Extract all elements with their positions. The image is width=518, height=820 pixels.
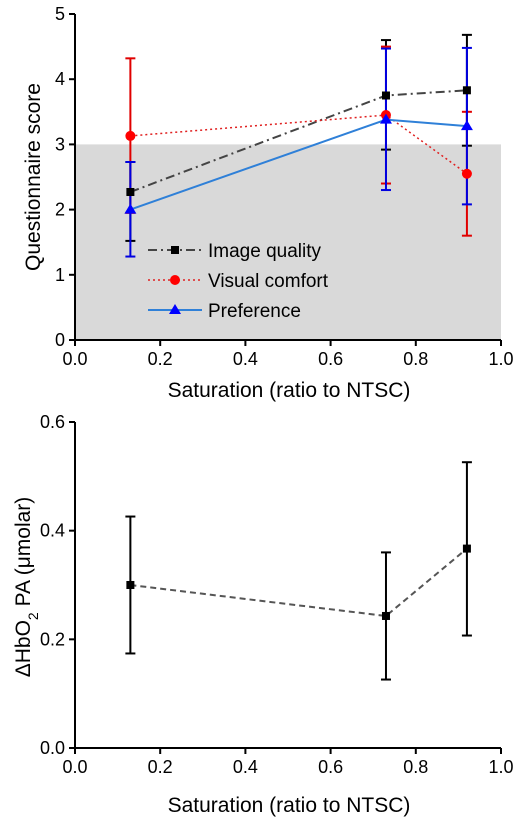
legend-item-image-quality: Image quality xyxy=(148,241,322,262)
data-point-triangle xyxy=(124,203,137,214)
bottom-x-axis-label: Saturation (ratio to NTSC) xyxy=(168,794,411,817)
x-tick-label: 1.0 xyxy=(488,349,513,369)
legend-square-marker xyxy=(171,246,179,254)
bottom-series-group xyxy=(125,461,472,681)
data-point-square xyxy=(462,544,471,553)
y-tick-label: 1 xyxy=(55,265,65,285)
legend-label-image-quality: Image quality xyxy=(208,241,322,262)
y-tick-label: 0.0 xyxy=(40,738,65,758)
bottom-axes xyxy=(74,422,501,749)
legend-circle-marker xyxy=(170,275,180,285)
data-point-triangle xyxy=(460,120,473,131)
x-tick-label: 0.0 xyxy=(62,349,87,369)
y-tick-label: 0.4 xyxy=(40,521,65,541)
x-tick-label: 0.0 xyxy=(62,757,87,777)
y-tick-label: 2 xyxy=(55,200,65,220)
top-series-group xyxy=(124,33,473,258)
y-tick-label: 5 xyxy=(55,4,65,24)
x-tick-label: 0.6 xyxy=(318,349,343,369)
bottom-axis-ticks: 0.0 0.2 0.4 0.6 0.8 1.0 0.0 0.2 0.4 0.6 xyxy=(40,412,514,777)
top-y-axis-label: Questionnaire score xyxy=(22,83,45,271)
legend-label-preference: Preference xyxy=(208,301,301,322)
x-tick-label: 0.2 xyxy=(148,349,173,369)
questionnaire-chart: 0.0 0.2 0.4 0.6 0.8 1.0 0 1 2 3 4 5 Questionnaire s… xyxy=(22,4,514,402)
x-tick-label: 0.6 xyxy=(318,757,343,777)
y-tick-label: 4 xyxy=(55,69,65,89)
legend: Image quality Visual comfort Preference xyxy=(148,241,329,322)
top-axis-ticks: 0.0 0.2 0.4 0.6 0.8 1.0 0 1 2 3 4 5 xyxy=(55,4,514,369)
data-point-circle xyxy=(461,168,472,179)
data-point-square xyxy=(462,86,471,95)
x-tick-label: 0.4 xyxy=(233,349,258,369)
hbo2-chart: 0.0 0.2 0.4 0.6 0.8 1.0 0.0 0.2 0.4 0.6 ΔHbO2 PA … xyxy=(12,412,514,817)
y-tick-label: 0 xyxy=(55,330,65,350)
legend-item-preference: Preference xyxy=(148,301,301,322)
data-point-circle xyxy=(125,130,136,141)
data-point-square xyxy=(381,91,390,100)
bottom-y-axis-label: ΔHbO2 PA (μmolar) xyxy=(12,497,41,678)
x-tick-label: 0.2 xyxy=(148,757,173,777)
y-tick-label: 3 xyxy=(55,134,65,154)
data-point-square xyxy=(381,611,390,620)
x-tick-label: 0.8 xyxy=(403,349,428,369)
x-tick-label: 1.0 xyxy=(488,757,513,777)
series-line xyxy=(130,547,468,618)
score-below-3-shade xyxy=(75,144,501,340)
data-point-square xyxy=(126,581,135,589)
y-tick-label: 0.6 xyxy=(40,412,65,432)
data-point-triangle xyxy=(379,113,392,124)
legend-item-visual-comfort: Visual comfort xyxy=(148,271,329,292)
legend-label-visual-comfort: Visual comfort xyxy=(208,271,329,292)
legend-triangle-marker xyxy=(169,304,181,314)
x-tick-label: 0.8 xyxy=(403,757,428,777)
data-point-square xyxy=(126,187,135,196)
x-tick-label: 0.4 xyxy=(233,757,258,777)
y-tick-label: 0.2 xyxy=(40,629,65,649)
top-axes xyxy=(74,14,501,341)
top-x-axis-label: Saturation (ratio to NTSC) xyxy=(168,379,411,402)
